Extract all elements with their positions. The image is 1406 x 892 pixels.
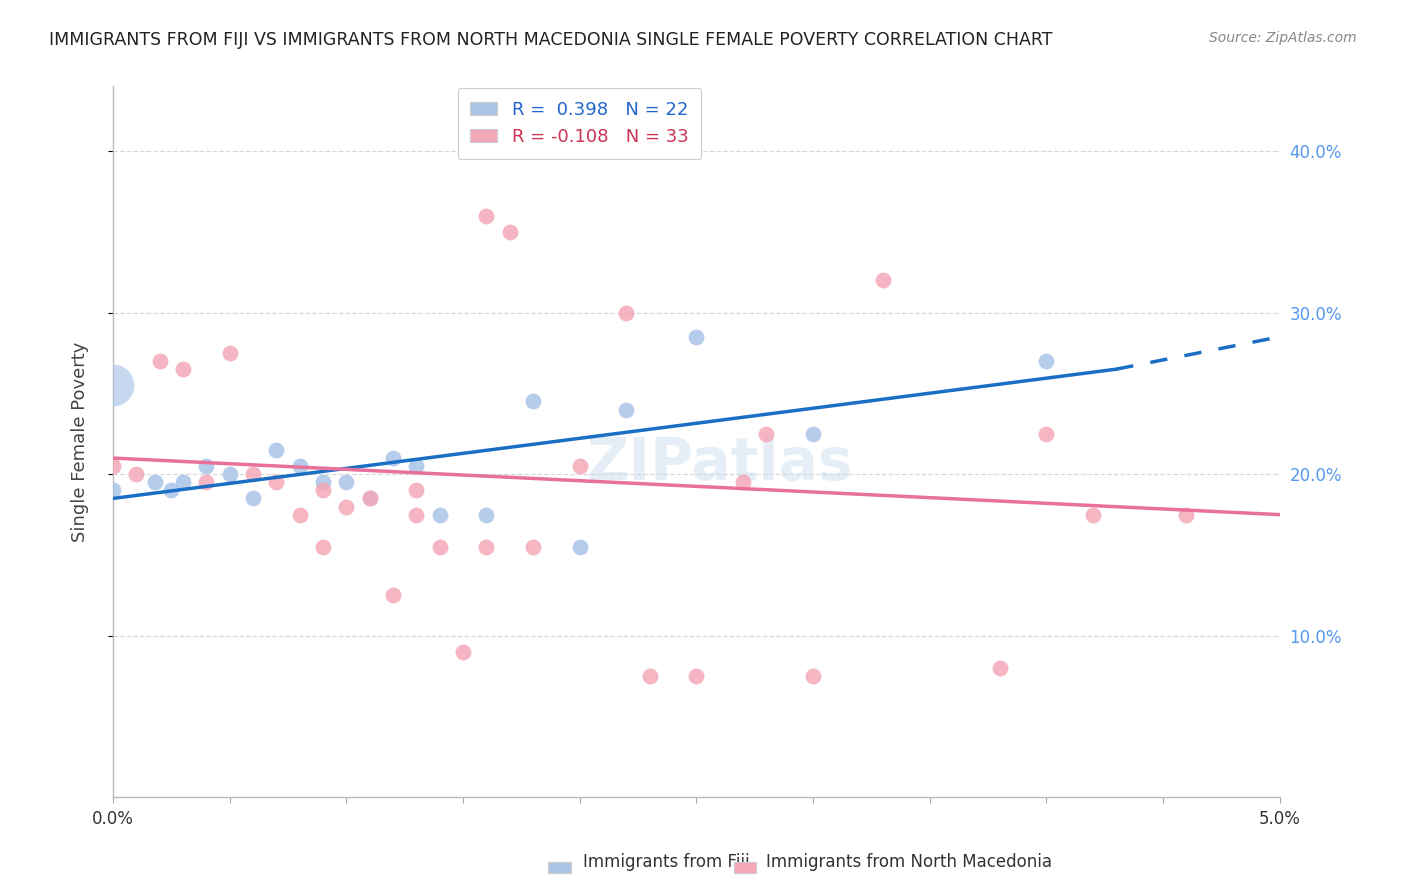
Point	[335, 475, 357, 490]
Point	[218, 346, 240, 360]
Point	[312, 483, 335, 498]
Point	[405, 483, 427, 498]
Point	[381, 589, 404, 603]
Point	[195, 459, 218, 474]
Point	[685, 669, 707, 683]
Point	[359, 491, 381, 506]
Point	[429, 508, 451, 522]
Point	[1175, 508, 1198, 522]
Point	[475, 508, 498, 522]
Point	[685, 330, 707, 344]
Point	[1035, 354, 1057, 368]
Point	[312, 540, 335, 554]
Point	[475, 209, 498, 223]
Point	[1081, 508, 1104, 522]
Point	[755, 426, 778, 441]
Point	[988, 661, 1011, 675]
Point	[801, 669, 824, 683]
Point	[522, 540, 544, 554]
Point	[172, 362, 194, 376]
Text: ZIPatlas: ZIPatlas	[586, 434, 853, 491]
Point	[359, 491, 381, 506]
Point	[568, 459, 591, 474]
Point	[475, 540, 498, 554]
Point	[801, 426, 824, 441]
Point	[405, 459, 427, 474]
Text: Source: ZipAtlas.com: Source: ZipAtlas.com	[1209, 31, 1357, 45]
Point	[731, 475, 754, 490]
Point	[614, 402, 637, 417]
Point	[125, 467, 148, 482]
Point	[218, 467, 240, 482]
Point	[195, 475, 218, 490]
Point	[614, 305, 637, 319]
Point	[101, 483, 124, 498]
Y-axis label: Single Female Poverty: Single Female Poverty	[72, 342, 89, 542]
Legend: R =  0.398   N = 22, R = -0.108   N = 33: R = 0.398 N = 22, R = -0.108 N = 33	[458, 88, 702, 159]
Point	[264, 475, 287, 490]
Point	[242, 491, 264, 506]
Point	[101, 459, 124, 474]
Text: Immigrants from Fiji: Immigrants from Fiji	[583, 853, 751, 871]
Point	[498, 225, 520, 239]
Point	[101, 378, 124, 392]
Point	[335, 500, 357, 514]
Point	[381, 451, 404, 466]
Point	[160, 483, 183, 498]
Point	[288, 459, 311, 474]
Point	[429, 540, 451, 554]
Point	[312, 475, 335, 490]
Point	[242, 467, 264, 482]
Point	[405, 508, 427, 522]
Point	[568, 540, 591, 554]
Point	[638, 669, 661, 683]
Point	[148, 354, 170, 368]
Point	[143, 475, 166, 490]
Point	[451, 645, 474, 659]
Point	[872, 273, 894, 287]
Text: Immigrants from North Macedonia: Immigrants from North Macedonia	[766, 853, 1052, 871]
Point	[172, 475, 194, 490]
Point	[1035, 426, 1057, 441]
Point	[522, 394, 544, 409]
Point	[288, 508, 311, 522]
Text: IMMIGRANTS FROM FIJI VS IMMIGRANTS FROM NORTH MACEDONIA SINGLE FEMALE POVERTY CO: IMMIGRANTS FROM FIJI VS IMMIGRANTS FROM …	[49, 31, 1053, 49]
Point	[264, 442, 287, 457]
